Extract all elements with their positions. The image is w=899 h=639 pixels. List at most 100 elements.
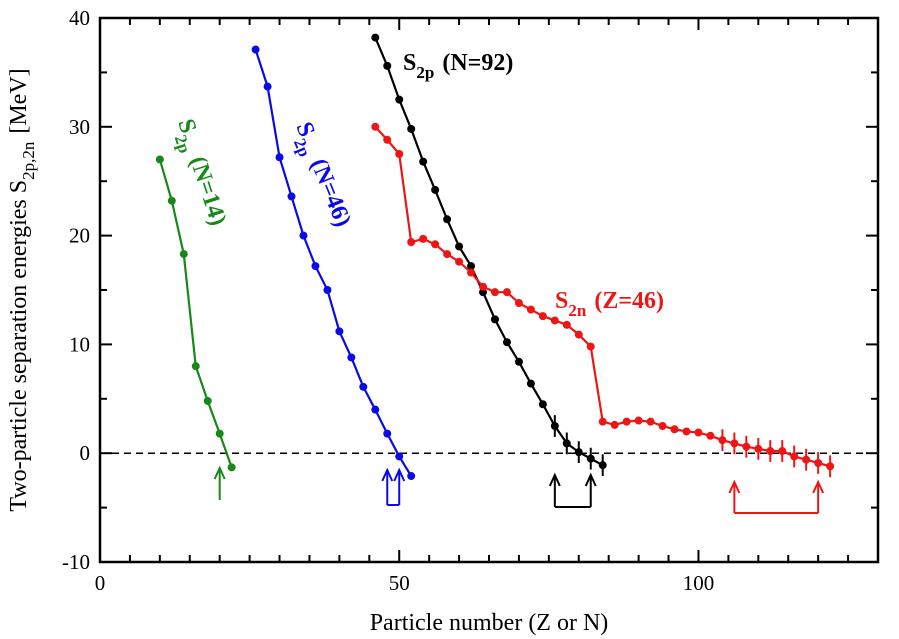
data-point	[215, 429, 224, 438]
data-point	[562, 439, 571, 448]
y-tick-label: 30	[69, 115, 90, 139]
data-point	[311, 262, 320, 271]
data-point	[191, 362, 200, 371]
y-tick-label: -10	[62, 550, 90, 574]
data-point	[251, 45, 260, 54]
label-main: S	[555, 288, 568, 314]
y-tick-label: 20	[69, 224, 90, 248]
data-point	[790, 452, 799, 461]
data-point	[778, 447, 787, 456]
data-point	[455, 257, 464, 266]
x-tick-label: 50	[389, 571, 410, 595]
data-point	[227, 463, 236, 472]
data-point	[682, 427, 691, 436]
data-point	[395, 452, 404, 461]
label-rest: (N=14)	[184, 153, 231, 229]
data-point	[550, 422, 559, 430]
x-axis-label: Particle number (Z or N)	[370, 610, 609, 636]
series-label: S2p (N=92)	[403, 50, 513, 82]
data-point	[622, 417, 631, 426]
series-label: S2p(N=14)	[167, 116, 232, 231]
data-point	[826, 462, 835, 471]
plot-area	[100, 33, 878, 481]
x-tick-label: 100	[683, 571, 715, 595]
data-point	[407, 124, 416, 133]
data-point	[167, 196, 176, 205]
data-point	[383, 61, 392, 70]
data-point	[431, 185, 440, 194]
data-point	[383, 429, 392, 438]
data-point	[562, 320, 571, 329]
data-point	[802, 455, 811, 464]
data-point	[371, 33, 380, 42]
data-point	[335, 327, 344, 336]
label-main: S	[403, 50, 416, 76]
data-point	[586, 454, 595, 463]
data-point	[443, 250, 452, 259]
data-point	[323, 286, 332, 294]
label-rest: (Z=46)	[594, 288, 664, 314]
data-point	[407, 238, 416, 247]
data-point	[814, 458, 823, 467]
y-tick-label: 40	[69, 6, 90, 30]
drip-arrow-head	[381, 467, 394, 482]
data-point	[371, 122, 380, 131]
data-point	[419, 234, 428, 243]
data-point	[299, 231, 308, 240]
data-point	[419, 157, 428, 166]
y-label-unit: [MeV]	[6, 68, 32, 133]
data-point	[155, 155, 164, 164]
data-point	[586, 342, 595, 351]
data-point	[514, 299, 523, 308]
data-point	[275, 153, 284, 162]
data-point	[550, 316, 559, 325]
y-label-main: Two-particle separation energies S	[6, 180, 32, 512]
data-point	[383, 135, 392, 144]
label-sub: 2p	[416, 63, 434, 82]
data-point	[718, 436, 727, 445]
data-point	[574, 448, 583, 457]
data-point	[574, 330, 583, 339]
drip-arrow-head	[393, 467, 406, 482]
data-point	[263, 82, 272, 91]
drip-arrow-head	[548, 472, 561, 487]
y-tick-label: 0	[80, 441, 91, 465]
series-line	[254, 49, 413, 477]
data-point	[479, 282, 488, 291]
x-tick-label: 0	[95, 571, 106, 595]
data-point	[526, 379, 535, 388]
data-point	[371, 405, 380, 414]
y-axis-label: Two-particle separation energies S2p,2n […	[6, 68, 38, 511]
label-sub: 2p	[171, 133, 195, 156]
series-label: S2p(N=46)	[285, 119, 356, 233]
data-point	[598, 417, 607, 426]
data-point	[634, 416, 643, 425]
data-point	[646, 417, 655, 426]
data-point	[502, 288, 511, 297]
label-sub: 2p	[290, 136, 314, 160]
data-point	[502, 338, 511, 347]
data-point	[490, 288, 499, 297]
data-point	[706, 431, 715, 440]
label-rest: (N=92)	[442, 50, 513, 76]
data-point	[395, 150, 404, 158]
data-point	[395, 95, 404, 104]
data-point	[203, 396, 212, 405]
drip-arrow-head	[213, 465, 226, 480]
data-point	[287, 192, 296, 201]
data-point	[538, 400, 547, 409]
data-point	[598, 461, 607, 470]
drip-arrow-head	[728, 479, 741, 494]
drip-arrow-head	[812, 479, 825, 494]
data-point	[467, 268, 476, 277]
label-sub: 2n	[568, 301, 587, 320]
drip-arrow-head	[584, 472, 597, 487]
data-point	[754, 444, 763, 453]
y-tick-label: 10	[69, 332, 90, 356]
data-point	[407, 472, 416, 481]
data-point	[443, 215, 452, 224]
data-point	[610, 420, 619, 429]
data-point	[742, 442, 751, 451]
data-point	[179, 250, 188, 259]
data-point	[490, 315, 499, 324]
